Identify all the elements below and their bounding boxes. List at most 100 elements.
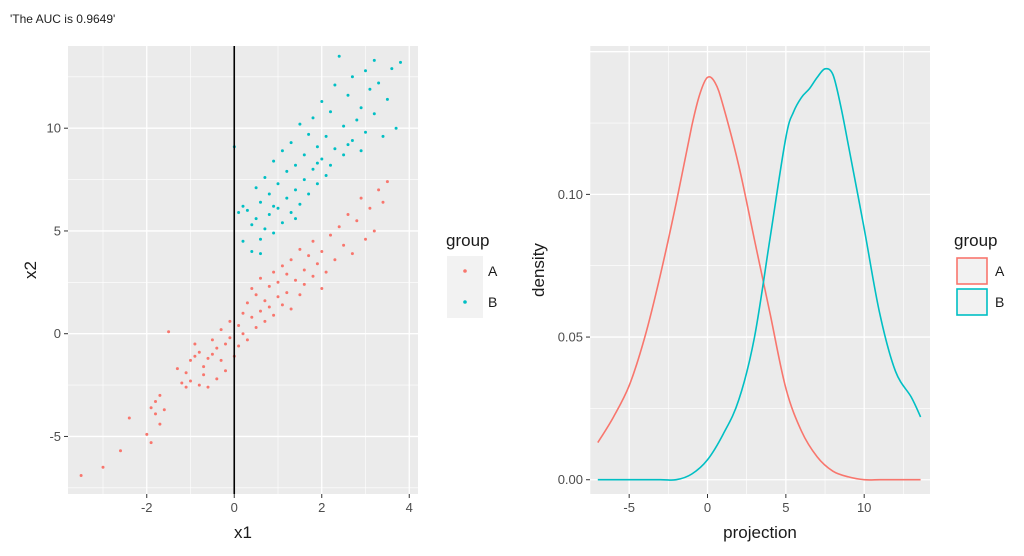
scatter-point-a — [276, 280, 280, 284]
scatter-point-b — [337, 54, 341, 58]
scatter-point-a — [180, 381, 184, 385]
scatter-point-b — [315, 145, 319, 149]
scatter-point-a — [237, 324, 241, 327]
scatter-point-b — [298, 122, 302, 126]
density-legend-title: group — [954, 231, 997, 250]
scatter-point-a — [219, 358, 223, 362]
scatter-point-a — [307, 254, 311, 258]
scatter-point-a — [158, 393, 162, 397]
scatter-point-a — [320, 287, 324, 290]
scatter-y-tick-label: 5 — [54, 223, 61, 238]
scatter-point-a — [215, 346, 219, 350]
density-legend-key-b — [956, 288, 988, 316]
scatter-point-a — [320, 250, 324, 253]
density-legend: group A B — [954, 231, 1005, 316]
scatter-point-a — [119, 449, 122, 453]
density-y-ticks: 0.00 0.05 0.10 — [558, 187, 590, 487]
density-legend-label-b: B — [995, 294, 1004, 310]
scatter-point-b — [368, 87, 372, 91]
scatter-chart: -2 0 2 4 -5 0 5 10 x1 x2 group A B — [21, 46, 498, 542]
scatter-x-tick-label: 0 — [231, 500, 238, 515]
scatter-point-a — [364, 237, 367, 241]
density-grid — [589, 46, 930, 494]
scatter-point-b — [346, 93, 350, 97]
scatter-point-a — [149, 441, 153, 445]
scatter-point-a — [359, 196, 363, 200]
scatter-point-a — [158, 422, 162, 426]
density-y-tick-label: 0.10 — [558, 187, 583, 202]
density-y-tick-label: 0.05 — [558, 330, 583, 345]
scatter-point-a — [272, 270, 276, 274]
scatter-point-b — [272, 159, 276, 163]
scatter-y-tick-label: -5 — [49, 429, 61, 444]
scatter-point-a — [285, 291, 289, 295]
scatter-legend-key-background — [447, 256, 483, 318]
scatter-x-tick-label: 4 — [406, 500, 413, 515]
scatter-point-b — [385, 97, 389, 101]
density-legend-key-a — [956, 257, 988, 285]
scatter-point-b — [237, 211, 241, 214]
scatter-legend-label-a: A — [488, 263, 498, 279]
scatter-legend-key-b — [463, 300, 467, 304]
scatter-point-a — [368, 206, 372, 210]
scatter-point-b — [320, 100, 324, 103]
scatter-legend-key-a — [463, 269, 467, 273]
scatter-point-a — [298, 293, 302, 297]
scatter-point-b — [294, 188, 297, 192]
scatter-point-a — [329, 233, 332, 237]
scatter-point-a — [254, 293, 258, 297]
scatter-point-a — [215, 377, 219, 381]
scatter-point-b — [267, 192, 271, 196]
density-x-axis-title: projection — [723, 523, 797, 542]
scatter-point-b — [342, 153, 346, 157]
scatter-point-a — [206, 385, 210, 389]
scatter-y-tick-label: 10 — [47, 121, 61, 136]
scatter-point-a — [241, 311, 245, 315]
scatter-point-a — [337, 225, 341, 229]
scatter-point-a — [145, 432, 149, 436]
density-x-tick-label: -5 — [623, 500, 635, 515]
scatter-point-b — [359, 149, 363, 153]
scatter-point-b — [259, 200, 262, 204]
scatter-point-a — [197, 350, 201, 354]
scatter-point-a — [263, 299, 267, 303]
scatter-point-b — [285, 196, 289, 200]
scatter-point-a — [189, 358, 192, 362]
scatter-point-b — [267, 213, 271, 216]
density-x-ticks: -5 0 5 10 — [623, 494, 871, 515]
scatter-point-b — [254, 217, 258, 221]
scatter-point-b — [342, 124, 346, 128]
scatter-point-b — [245, 208, 249, 212]
scatter-point-b — [250, 223, 254, 227]
scatter-point-b — [333, 147, 337, 151]
scatter-point-a — [259, 276, 262, 280]
scatter-point-a — [162, 408, 166, 412]
scatter-point-a — [167, 330, 171, 334]
scatter-point-a — [202, 373, 206, 377]
scatter-point-a — [154, 400, 157, 403]
scatter-point-b — [280, 221, 284, 225]
scatter-point-a — [219, 328, 223, 332]
scatter-x-tick-label: 2 — [318, 500, 325, 515]
density-chart: -5 0 5 10 0.00 0.05 0.10 projection density g… — [529, 46, 1005, 542]
density-x-tick-label: 0 — [704, 500, 711, 515]
scatter-point-a — [245, 338, 249, 342]
scatter-point-b — [263, 227, 267, 231]
scatter-point-b — [324, 174, 328, 177]
scatter-point-b — [285, 169, 289, 173]
scatter-point-a — [206, 356, 210, 360]
scatter-x-axis-title: x1 — [234, 523, 252, 542]
scatter-legend: group A B — [446, 231, 498, 318]
scatter-point-b — [364, 69, 367, 73]
scatter-point-a — [280, 264, 284, 268]
scatter-point-b — [276, 206, 280, 210]
scatter-point-a — [298, 247, 302, 251]
scatter-point-b — [359, 106, 363, 110]
scatter-point-b — [250, 250, 254, 253]
scatter-point-a — [193, 354, 197, 358]
scatter-point-a — [210, 352, 214, 356]
scatter-x-ticks: -2 0 2 4 — [141, 494, 413, 515]
scatter-point-a — [237, 344, 241, 348]
scatter-point-b — [333, 83, 337, 87]
scatter-point-b — [315, 182, 319, 186]
